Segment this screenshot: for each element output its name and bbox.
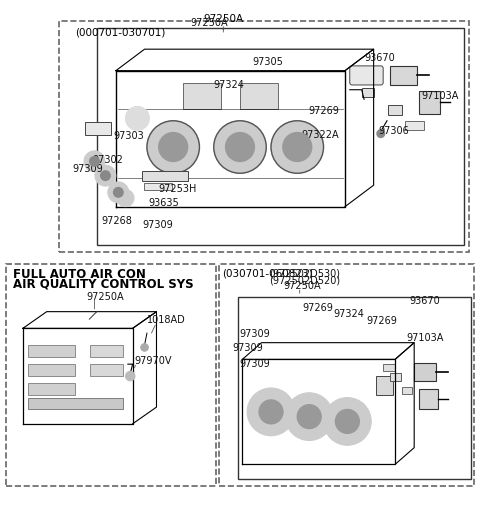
Bar [414,363,436,381]
Circle shape [283,133,312,162]
Bar [28,365,75,376]
Text: 97322A: 97322A [301,129,339,139]
Text: 97269: 97269 [302,302,333,312]
Text: 97269: 97269 [366,315,397,325]
Text: 97250A: 97250A [283,281,321,291]
Bar [90,345,123,357]
Circle shape [95,166,116,187]
Text: (972502D520): (972502D520) [269,275,340,285]
Circle shape [159,133,188,162]
Bar [419,390,438,410]
Text: 97250A: 97250A [190,18,228,28]
FancyBboxPatch shape [350,67,383,86]
Circle shape [226,133,254,162]
Text: 97103A: 97103A [421,91,459,102]
Text: 97309: 97309 [142,220,173,230]
Text: FULL AUTO AIR CON: FULL AUTO AIR CON [13,268,146,281]
Text: 97253H: 97253H [158,183,196,193]
Bar [6,265,216,486]
Circle shape [285,393,333,441]
Text: 97970V: 97970V [134,356,171,366]
Bar [388,106,402,115]
Bar [402,387,412,394]
Text: 93635: 93635 [148,198,179,208]
Text: (972502D530): (972502D530) [269,269,340,278]
Text: 97324: 97324 [333,308,364,318]
Circle shape [147,122,199,174]
Bar [183,83,221,110]
Bar [90,365,123,376]
Bar [85,123,111,136]
Circle shape [259,400,283,424]
Text: 97306: 97306 [378,126,409,136]
Text: 97250A: 97250A [86,291,124,301]
Text: 97250A: 97250A [203,14,243,31]
Circle shape [247,388,295,436]
Circle shape [336,410,360,433]
Text: 97309: 97309 [239,328,270,338]
Circle shape [141,344,148,351]
Circle shape [84,152,105,173]
Text: 97324: 97324 [214,80,245,90]
Text: 97309: 97309 [72,164,103,174]
Bar [419,91,441,114]
Text: 93670: 93670 [409,295,440,305]
Circle shape [90,157,99,167]
Text: 97309: 97309 [239,358,270,368]
Circle shape [114,188,123,198]
Circle shape [324,398,371,445]
Circle shape [117,190,134,207]
Text: 97269: 97269 [308,106,339,116]
Bar [390,374,401,381]
Bar [383,364,395,372]
Text: 97268: 97268 [102,216,132,226]
Bar [142,172,188,182]
Circle shape [297,405,321,429]
Circle shape [125,372,135,381]
Text: 97302: 97302 [92,155,123,165]
Bar [238,298,471,479]
Text: AIR QUALITY CONTROL SYS: AIR QUALITY CONTROL SYS [13,277,194,290]
Bar [218,265,474,486]
Bar [405,122,424,131]
Bar [28,345,75,357]
Bar [362,89,373,97]
Text: 1018AD: 1018AD [147,314,186,324]
Circle shape [108,182,129,204]
Circle shape [271,122,324,174]
Bar [97,29,464,245]
Text: 97305: 97305 [252,57,283,67]
Bar [144,183,172,190]
Text: 97103A: 97103A [406,332,444,342]
Bar [28,383,75,395]
Circle shape [101,172,110,181]
Text: 93670: 93670 [364,53,395,63]
Circle shape [214,122,266,174]
Text: (030701-060823): (030701-060823) [222,268,312,278]
Text: (000701-030701): (000701-030701) [75,28,166,38]
Text: 97309: 97309 [233,343,264,353]
Bar [240,83,278,110]
Circle shape [125,107,149,131]
Bar [376,376,393,395]
Bar [59,22,469,252]
Circle shape [377,131,384,138]
Text: 97303: 97303 [114,131,144,141]
Bar [390,67,417,86]
Bar [28,398,123,410]
